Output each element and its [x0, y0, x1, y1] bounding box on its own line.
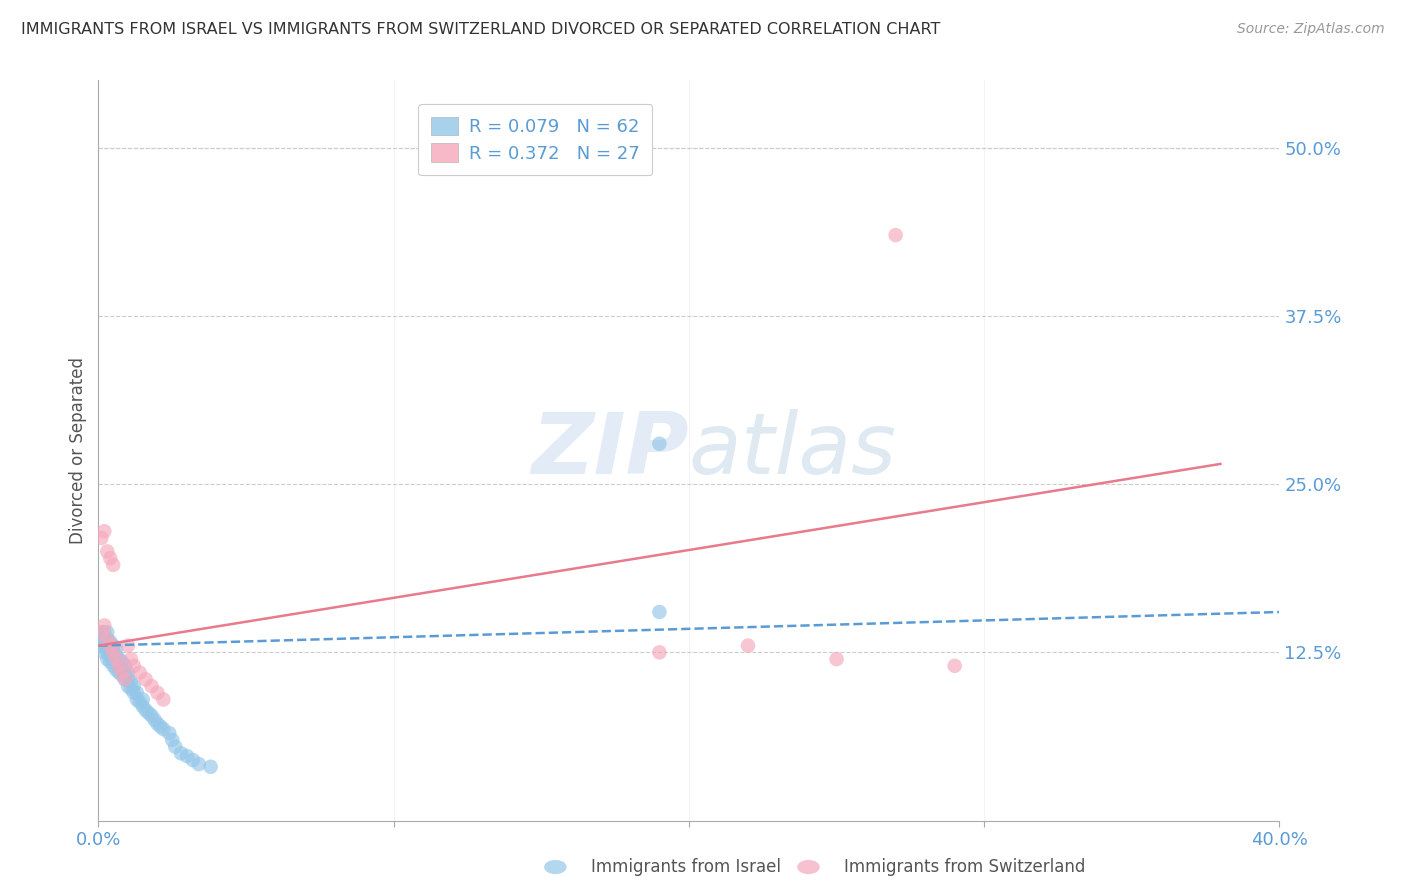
Point	[117, 639, 139, 653]
Point	[93, 645, 115, 659]
Point	[117, 673, 139, 687]
Point	[176, 749, 198, 764]
Point	[93, 625, 115, 640]
Point	[108, 665, 131, 680]
Point	[170, 747, 193, 761]
Point	[648, 605, 671, 619]
Point	[152, 692, 174, 706]
Point	[162, 732, 183, 747]
Point	[141, 679, 163, 693]
Point	[114, 673, 136, 687]
Point	[105, 663, 128, 677]
Point	[114, 658, 136, 673]
Point	[105, 648, 128, 662]
Point	[187, 757, 209, 772]
Legend: R = 0.079   N = 62, R = 0.372   N = 27: R = 0.079 N = 62, R = 0.372 N = 27	[419, 104, 652, 176]
Point	[96, 625, 118, 640]
Point	[108, 658, 131, 673]
Point	[103, 658, 125, 673]
Point	[105, 655, 128, 669]
Y-axis label: Divorced or Separated: Divorced or Separated	[69, 357, 87, 544]
Point	[98, 551, 121, 566]
Point	[108, 652, 131, 666]
Text: ZIP: ZIP	[531, 409, 689, 492]
Point	[737, 639, 759, 653]
Point	[105, 641, 128, 656]
Point	[96, 632, 118, 646]
Point	[648, 436, 671, 450]
Point	[884, 228, 907, 243]
Point	[132, 699, 155, 714]
Point	[132, 692, 155, 706]
Point	[122, 686, 145, 700]
Point	[111, 668, 134, 682]
Point	[114, 665, 136, 680]
Point	[138, 706, 160, 720]
Point	[90, 625, 112, 640]
Point	[93, 618, 115, 632]
Point	[98, 634, 121, 648]
Point	[122, 679, 145, 693]
Point	[103, 558, 125, 572]
Point	[146, 686, 169, 700]
Point	[135, 703, 157, 717]
Point	[90, 625, 112, 640]
Point	[111, 665, 134, 680]
Point	[98, 655, 121, 669]
Point	[125, 686, 148, 700]
Text: Immigrants from Switzerland: Immigrants from Switzerland	[844, 858, 1085, 876]
Point	[93, 632, 115, 646]
Point	[93, 524, 115, 539]
Point	[96, 632, 118, 646]
Point	[128, 665, 150, 680]
Point	[111, 655, 134, 669]
Point	[117, 679, 139, 693]
Point	[157, 726, 180, 740]
Point	[98, 649, 121, 664]
Point	[108, 658, 131, 673]
Point	[122, 658, 145, 673]
Point	[120, 652, 142, 666]
Point	[141, 708, 163, 723]
Point	[135, 673, 157, 687]
Point	[105, 652, 128, 666]
Point	[152, 722, 174, 736]
Point	[146, 716, 169, 731]
Point	[98, 641, 121, 656]
Point	[96, 652, 118, 666]
Text: atlas: atlas	[689, 409, 897, 492]
Point	[165, 739, 187, 754]
Point	[90, 632, 112, 646]
Point	[120, 675, 142, 690]
Point	[103, 639, 125, 653]
Point	[98, 639, 121, 653]
Point	[117, 665, 139, 680]
Point	[149, 719, 172, 733]
Text: Source: ZipAtlas.com: Source: ZipAtlas.com	[1237, 22, 1385, 37]
Point	[103, 645, 125, 659]
Point	[114, 673, 136, 687]
Point	[103, 652, 125, 666]
Point	[143, 713, 166, 727]
Point	[181, 753, 204, 767]
Point	[200, 760, 222, 774]
Point	[648, 645, 671, 659]
Point	[96, 639, 118, 653]
Point	[125, 692, 148, 706]
Point	[96, 645, 118, 659]
Point	[90, 639, 112, 653]
Text: Immigrants from Israel: Immigrants from Israel	[591, 858, 780, 876]
Point	[93, 639, 115, 653]
Point	[96, 544, 118, 558]
Point	[128, 695, 150, 709]
Point	[120, 681, 142, 696]
Text: IMMIGRANTS FROM ISRAEL VS IMMIGRANTS FROM SWITZERLAND DIVORCED OR SEPARATED CORR: IMMIGRANTS FROM ISRAEL VS IMMIGRANTS FRO…	[21, 22, 941, 37]
Point	[111, 663, 134, 677]
Point	[825, 652, 848, 666]
Point	[943, 658, 966, 673]
Point	[103, 645, 125, 659]
Point	[90, 531, 112, 545]
